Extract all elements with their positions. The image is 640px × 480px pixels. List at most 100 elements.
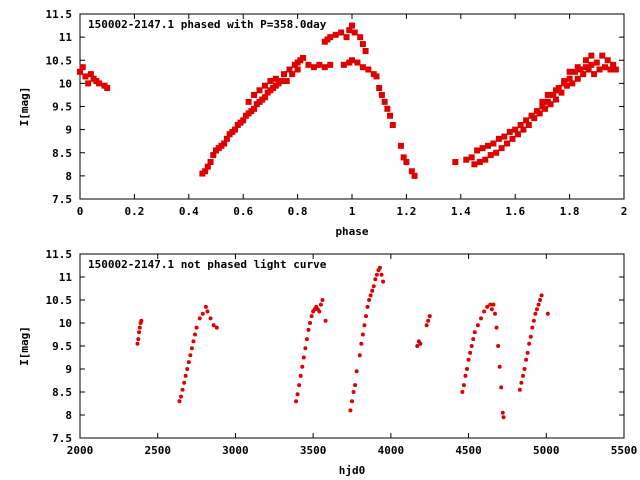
data-point bbox=[558, 89, 565, 96]
x-axis-label: hjd0 bbox=[339, 464, 366, 477]
data-point bbox=[488, 302, 493, 307]
data-point bbox=[360, 332, 365, 337]
data-point bbox=[397, 142, 404, 149]
data-point bbox=[297, 383, 302, 388]
data-point bbox=[469, 344, 474, 348]
y-tick-label: 8.5 bbox=[52, 386, 72, 399]
data-point bbox=[427, 314, 432, 319]
data-point bbox=[530, 325, 535, 330]
data-point bbox=[371, 284, 376, 289]
y-axis-label: I[mag] bbox=[18, 326, 31, 366]
data-point bbox=[368, 293, 373, 298]
data-point bbox=[492, 311, 497, 316]
data-point bbox=[531, 115, 538, 122]
y-tick-label: 9 bbox=[65, 363, 72, 376]
data-point bbox=[177, 399, 182, 404]
chart-title: 150002-2147.1 phased with P=358.0day bbox=[88, 18, 327, 31]
data-point bbox=[359, 41, 366, 48]
data-point bbox=[601, 64, 608, 71]
data-point bbox=[370, 288, 375, 293]
data-point bbox=[539, 98, 546, 105]
data-point bbox=[261, 82, 268, 89]
data-point bbox=[610, 61, 617, 68]
data-point bbox=[498, 145, 505, 152]
data-point bbox=[476, 159, 483, 165]
y-tick-label: 11.5 bbox=[46, 8, 73, 21]
data-point bbox=[550, 91, 557, 98]
data-point bbox=[289, 71, 296, 78]
data-point bbox=[188, 353, 193, 358]
data-point bbox=[135, 341, 140, 346]
data-point bbox=[251, 91, 258, 98]
data-point bbox=[591, 71, 598, 78]
data-point bbox=[320, 298, 325, 302]
data-series bbox=[77, 22, 619, 179]
data-point bbox=[281, 71, 287, 78]
data-point bbox=[479, 145, 486, 152]
data-point bbox=[471, 337, 476, 342]
data-point bbox=[533, 311, 538, 316]
y-tick-label: 11 bbox=[59, 31, 73, 44]
data-point bbox=[272, 75, 279, 82]
data-point bbox=[207, 159, 214, 165]
data-point bbox=[193, 332, 198, 337]
y-tick-label: 11.5 bbox=[46, 248, 73, 261]
data-point bbox=[378, 91, 385, 98]
data-point bbox=[514, 131, 521, 138]
data-point bbox=[520, 373, 525, 378]
data-point bbox=[359, 341, 364, 346]
data-point bbox=[582, 57, 589, 64]
x-tick-label: 0.4 bbox=[179, 205, 199, 218]
data-point bbox=[306, 327, 311, 332]
data-point bbox=[185, 367, 190, 371]
data-point bbox=[85, 80, 92, 87]
data-point bbox=[200, 311, 205, 316]
data-point bbox=[536, 110, 543, 117]
data-point bbox=[256, 87, 263, 94]
data-point bbox=[203, 304, 208, 309]
data-point bbox=[309, 314, 314, 319]
data-point bbox=[300, 54, 307, 61]
data-point bbox=[359, 64, 366, 71]
data-point bbox=[354, 59, 361, 66]
data-point bbox=[580, 71, 587, 78]
data-point bbox=[547, 101, 554, 108]
data-point bbox=[472, 330, 477, 335]
data-point bbox=[487, 152, 494, 159]
data-point bbox=[205, 309, 210, 314]
x-tick-label: 0.8 bbox=[288, 205, 308, 218]
data-point bbox=[539, 293, 544, 298]
data-point bbox=[471, 161, 478, 168]
data-point bbox=[365, 66, 372, 73]
data-point bbox=[373, 73, 380, 80]
data-point bbox=[376, 85, 383, 91]
data-point bbox=[465, 367, 470, 371]
data-point bbox=[343, 34, 350, 41]
data-point bbox=[303, 346, 308, 351]
y-tick-label: 8.5 bbox=[52, 147, 72, 160]
x-tick-label: 2500 bbox=[144, 444, 171, 457]
data-point bbox=[485, 304, 490, 309]
x-tick-label: 2000 bbox=[67, 444, 94, 457]
data-point bbox=[332, 31, 339, 38]
data-point bbox=[415, 344, 420, 348]
data-point bbox=[517, 122, 524, 128]
x-tick-label: 3500 bbox=[300, 444, 327, 457]
data-point bbox=[512, 126, 519, 133]
data-point bbox=[304, 337, 309, 342]
data-point bbox=[374, 272, 379, 277]
data-point bbox=[500, 410, 505, 415]
data-point bbox=[501, 133, 508, 140]
y-tick-label: 8 bbox=[65, 409, 72, 422]
data-point bbox=[497, 364, 502, 369]
data-point bbox=[426, 318, 431, 323]
data-point bbox=[346, 27, 353, 34]
data-point bbox=[340, 61, 347, 68]
data-point bbox=[544, 91, 551, 98]
data-point bbox=[528, 334, 533, 339]
data-point bbox=[527, 341, 532, 346]
data-point bbox=[223, 135, 230, 142]
data-point bbox=[463, 373, 468, 378]
data-point bbox=[493, 149, 500, 156]
